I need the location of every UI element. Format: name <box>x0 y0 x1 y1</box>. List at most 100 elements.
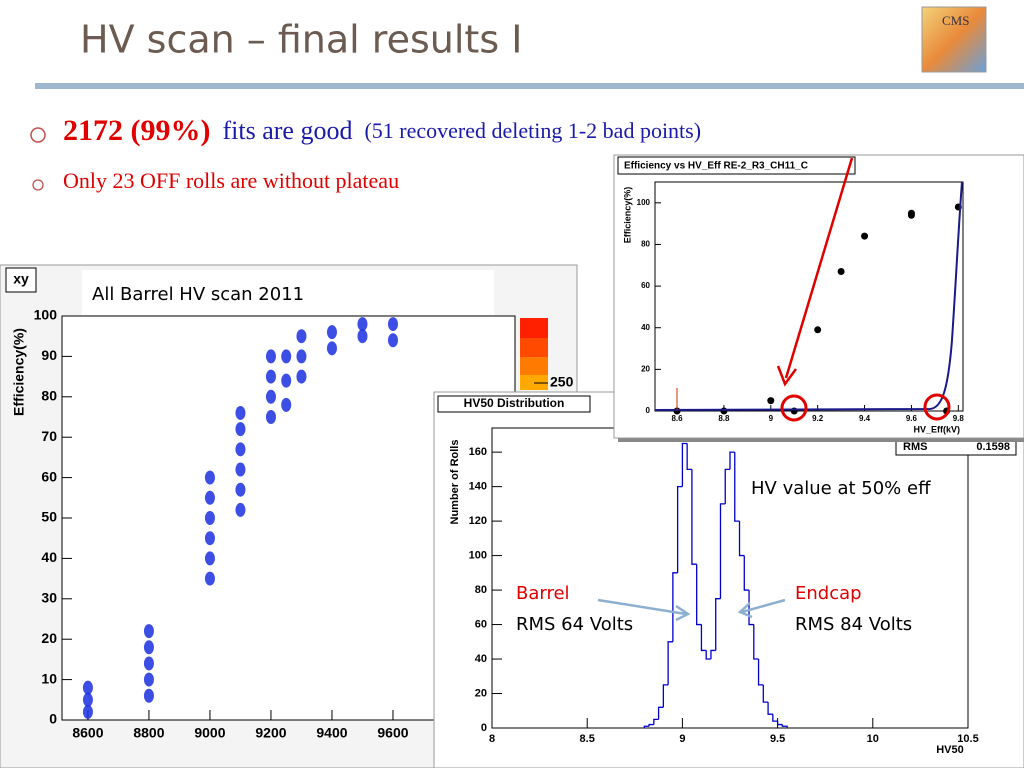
palette-label: 250 <box>550 374 574 390</box>
histogram-bin <box>662 684 669 708</box>
callout-arrow <box>776 157 854 387</box>
histogram-bin <box>762 684 769 703</box>
x-tick-label: 9.2 <box>812 414 824 423</box>
logo-text: CMS <box>942 13 969 28</box>
y-tick-label: 30 <box>41 590 57 606</box>
blob <box>235 462 246 477</box>
x-tick-label: 9000 <box>194 725 225 741</box>
y-tick-label: 50 <box>41 509 57 525</box>
fit-curve <box>654 181 963 411</box>
y-tick-label: 60 <box>641 281 650 290</box>
histogram-bin <box>681 442 688 487</box>
plot-title: HV50 Distribution <box>464 396 565 410</box>
slide-title: HV scan – final results I <box>80 18 522 62</box>
y-tick-label: 120 <box>469 515 487 527</box>
histogram-bin <box>648 723 654 727</box>
y-tick-label: 100 <box>469 549 487 561</box>
blob <box>143 672 154 687</box>
bullet: 2172 (99%) fits are good (51 recovered d… <box>63 114 701 147</box>
blob <box>204 470 215 485</box>
title-box <box>617 156 856 175</box>
annotation-arrow <box>737 598 786 619</box>
point <box>861 232 869 240</box>
y-tick-label: 60 <box>475 618 487 630</box>
histogram-bin <box>743 555 750 591</box>
x-tick-label: 9 <box>769 414 774 423</box>
title-box <box>82 270 494 315</box>
x-tick-label: 9200 <box>255 725 286 741</box>
x-tick-label: 8600 <box>72 725 103 741</box>
y-tick-label: 20 <box>41 630 57 646</box>
blob <box>281 349 292 364</box>
blob <box>143 656 154 671</box>
y-tick-label: 60 <box>41 468 57 484</box>
point <box>767 397 775 405</box>
blob <box>143 624 154 639</box>
histogram-bin <box>657 706 664 720</box>
blob <box>265 389 276 404</box>
x-tick-label: 8.6 <box>671 414 683 423</box>
palette-cell <box>520 357 548 375</box>
point <box>814 326 822 334</box>
histogram-bin <box>653 718 659 725</box>
annotation: RMS 64 Volts <box>516 614 633 635</box>
x-tick-label: 9.5 <box>770 733 785 745</box>
bullet-highlight: 2172 (99%) <box>63 114 210 147</box>
blob <box>204 511 215 525</box>
annotation: HV value at 50% eff <box>751 478 931 499</box>
blob <box>357 317 368 332</box>
palette-cell <box>520 338 548 357</box>
x-axis-label: HV50 <box>936 744 964 756</box>
annotation: RMS 84 Volts <box>795 614 912 635</box>
x-tick-label: 8 <box>489 733 495 745</box>
y-tick-label: 80 <box>641 240 650 249</box>
x-tick-label: 9600 <box>377 725 408 741</box>
histogram-bin <box>715 598 721 651</box>
y-tick-label: 90 <box>41 347 57 363</box>
histogram-bin <box>753 624 759 660</box>
y-axis-label: Number of Rolls <box>449 440 461 525</box>
y-tick-label: 80 <box>475 584 487 596</box>
stats-label: xy <box>13 271 29 287</box>
blob <box>235 442 246 457</box>
blob <box>296 369 307 384</box>
x-tick-label: 8.8 <box>718 414 730 423</box>
annotation-arrow <box>597 598 691 622</box>
blob <box>204 531 215 546</box>
y-axis-label: Efficiency(%) <box>11 328 27 416</box>
y-tick-label: 20 <box>641 364 650 373</box>
plot-frame <box>654 181 964 412</box>
blob <box>82 680 93 695</box>
histogram-bin <box>781 724 788 728</box>
blob <box>357 329 368 344</box>
stats-box <box>5 267 37 293</box>
y-tick-label: 100 <box>34 307 58 323</box>
blob <box>326 325 337 340</box>
bullet: Only 23 OFF rolls are without plateau <box>63 168 399 193</box>
x-tick-label: 9.6 <box>906 414 918 423</box>
blob <box>265 369 276 384</box>
blob <box>235 405 246 420</box>
bullet-note: (51 recovered deleting 1-2 bad points) <box>364 118 701 143</box>
y-tick-label: 0 <box>481 722 487 734</box>
x-tick-label: 9.8 <box>953 414 965 423</box>
histogram-bin <box>757 659 764 686</box>
histogram-bin <box>738 521 745 557</box>
plot-frame <box>491 427 969 729</box>
y-tick-label: 20 <box>475 687 487 699</box>
x-tick-label: 9 <box>679 733 685 745</box>
blob <box>281 397 292 412</box>
histogram-bin <box>767 702 773 715</box>
bullet-marker <box>32 179 44 191</box>
x-tick-label: 8.5 <box>580 733 595 745</box>
histogram-bin <box>672 572 678 642</box>
bullet-text: fits are good <box>222 116 352 145</box>
blob <box>296 349 307 364</box>
point <box>907 211 915 219</box>
histogram-bin <box>729 451 735 470</box>
blob <box>387 317 398 332</box>
histogram-bin <box>696 564 702 626</box>
y-tick-label: 140 <box>469 481 487 493</box>
blob <box>82 692 93 707</box>
